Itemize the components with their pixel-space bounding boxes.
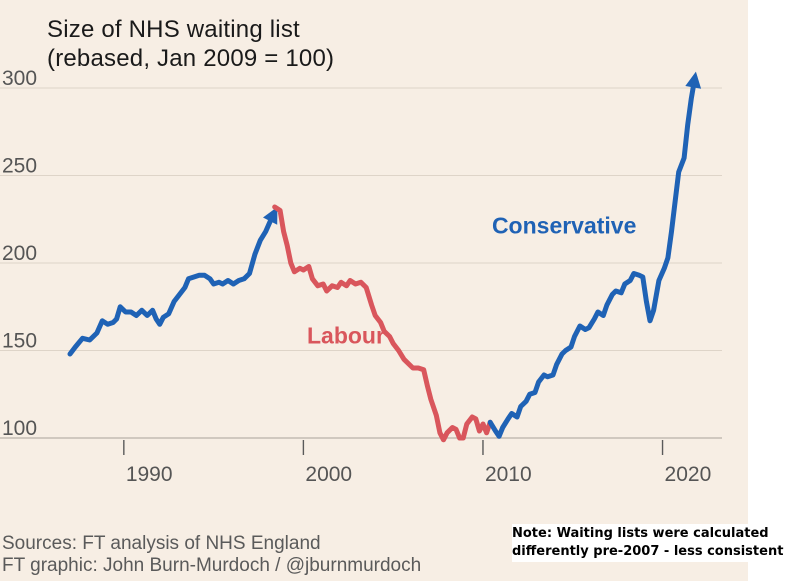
series-arrow-1 <box>263 206 278 225</box>
annotation-conservative: Conservative <box>492 212 636 238</box>
x-tick-label-1990: 1990 <box>126 463 173 486</box>
y-tick-label-100: 100 <box>2 417 37 440</box>
source-credit: Sources: FT analysis of NHS England <box>2 533 321 554</box>
chart-subtitle: (rebased, Jan 2009 = 100) <box>47 45 335 72</box>
series-line-1-conservative <box>67 209 278 357</box>
series-line-3-conservative <box>487 75 698 439</box>
y-tick-label-300: 300 <box>2 67 37 90</box>
note-line-2: differently pre-2007 - less consistent <box>512 544 784 559</box>
x-tick-label-2020: 2020 <box>665 463 712 486</box>
y-tick-label-250: 250 <box>2 155 37 178</box>
y-tick-label-150: 150 <box>2 330 37 353</box>
chart-title: Size of NHS waiting list <box>47 16 300 43</box>
graphic-credit: FT graphic: John Burn-Murdoch / @jburnmu… <box>2 555 422 576</box>
line-chart: 100 150 200 250 300 1990 2000 2010 2020 Conservat… <box>0 67 722 486</box>
note-box: Note: Waiting lists were calculated diff… <box>512 524 798 562</box>
series-line-2-labour <box>272 204 493 443</box>
series-arrow-3 <box>685 71 702 89</box>
x-tick-label-2000: 2000 <box>305 463 352 486</box>
x-tick-label-2010: 2010 <box>485 463 532 486</box>
note-line-1: Note: Waiting lists were calculated <box>512 526 769 541</box>
annotation-labour: Labour <box>307 323 385 349</box>
chart-figure: Size of NHS waiting list (rebased, Jan 2… <box>0 0 748 581</box>
y-tick-label-200: 200 <box>2 242 37 265</box>
